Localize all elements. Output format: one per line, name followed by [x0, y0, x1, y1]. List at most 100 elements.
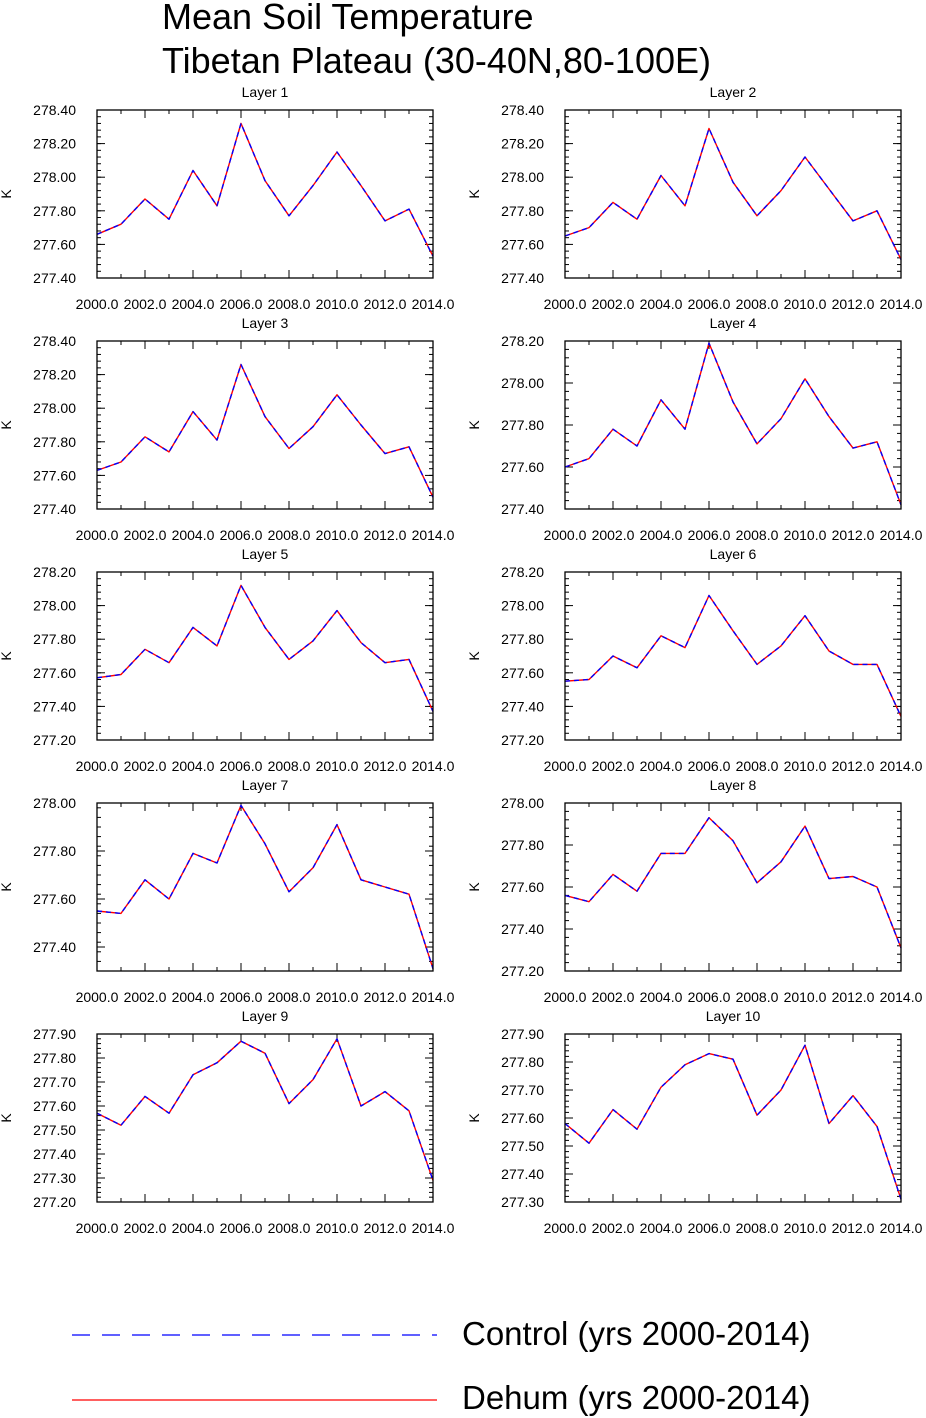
panel-layer-4: Layer 4 K 2000.0 2002.0 2004.0 2006.0 2008.0 20…: [466, 315, 923, 543]
y-tick-label: 278.00: [501, 375, 544, 391]
x-tick-label: 2014.0: [412, 989, 455, 1005]
plot-frame: [564, 109, 902, 279]
y-tick-label: 277.80: [501, 631, 544, 647]
x-tick-label: 2014.0: [412, 296, 455, 312]
x-tick-label: 2014.0: [412, 758, 455, 774]
panel-layer-8: Layer 8 K 2000.0 2002.0 2004.0 2006.0 2008.0 20…: [466, 777, 923, 1005]
x-tick-label: 2000.0: [544, 758, 587, 774]
y-tick-label: 277.40: [501, 1166, 544, 1182]
x-tick-label: 2006.0: [688, 296, 731, 312]
x-tick-label: 2010.0: [316, 1220, 359, 1236]
panel-layer-7: Layer 7 K 2000.0 2002.0 2004.0 2006.0 2008.0 20…: [0, 777, 455, 1005]
y-tick-label: 277.80: [501, 837, 544, 853]
y-tick-label: 277.80: [33, 1050, 76, 1066]
x-tick-label: 2004.0: [172, 527, 215, 543]
y-axis-label: K: [0, 1113, 14, 1123]
x-tick-label: 2008.0: [268, 527, 311, 543]
series-line-dehum: [564, 1044, 902, 1200]
y-tick-label: 277.60: [501, 879, 544, 895]
panel-title: Layer 9: [242, 1008, 289, 1024]
y-tick-label: 277.20: [33, 1194, 76, 1210]
plot-frame: [564, 802, 902, 972]
y-tick-label: 277.40: [33, 1146, 76, 1162]
plot-frame: [564, 1033, 902, 1203]
y-tick-label: 278.40: [501, 102, 544, 118]
x-tick-label: 2014.0: [412, 1220, 455, 1236]
x-tick-label: 2012.0: [364, 527, 407, 543]
x-tick-label: 2006.0: [220, 758, 263, 774]
series-line-dehum: [96, 584, 434, 712]
plot-frame: [564, 571, 902, 741]
series-line-control: [564, 1044, 902, 1200]
panel-layer-5: Layer 5 K 2000.0 2002.0 2004.0 2006.0 2008.0 20…: [0, 546, 455, 774]
y-tick-label: 277.80: [501, 1054, 544, 1070]
y-tick-label: 277.80: [501, 203, 544, 219]
y-tick-label: 278.00: [501, 169, 544, 185]
y-tick-label: 277.80: [33, 434, 76, 450]
y-tick-label: 277.40: [501, 698, 544, 714]
y-tick-label: 277.50: [501, 1138, 544, 1154]
series-line-control: [564, 594, 902, 717]
y-tick-label: 277.40: [501, 270, 544, 286]
panel-title: Layer 7: [242, 777, 289, 793]
x-tick-label: 2000.0: [76, 527, 119, 543]
x-tick-label: 2002.0: [124, 1220, 167, 1236]
y-tick-label: 277.40: [33, 698, 76, 714]
x-tick-label: 2008.0: [268, 989, 311, 1005]
x-tick-label: 2010.0: [784, 989, 827, 1005]
x-tick-label: 2008.0: [736, 758, 779, 774]
x-tick-label: 2014.0: [880, 527, 923, 543]
x-tick-label: 2004.0: [172, 758, 215, 774]
x-tick-label: 2010.0: [784, 296, 827, 312]
y-axis-label: K: [466, 1113, 482, 1123]
legend-label-control: Control (yrs 2000-2014): [462, 1315, 811, 1352]
series-line-control: [96, 363, 434, 498]
plot-frame: [564, 340, 902, 510]
x-tick-label: 2014.0: [880, 989, 923, 1005]
y-tick-label: 278.20: [33, 136, 76, 152]
plot-frame: [96, 802, 434, 972]
y-axis-label: K: [0, 420, 14, 430]
x-tick-label: 2002.0: [124, 296, 167, 312]
y-tick-label: 277.60: [33, 236, 76, 252]
panel-grid: Layer 1 K 2000.0 2002.0 2004.0 2006.0 2008.0 20…: [0, 84, 923, 1236]
x-tick-label: 2000.0: [544, 1220, 587, 1236]
y-tick-label: 277.60: [33, 467, 76, 483]
x-tick-label: 2010.0: [784, 527, 827, 543]
x-tick-label: 2000.0: [544, 296, 587, 312]
panel-layer-6: Layer 6 K 2000.0 2002.0 2004.0 2006.0 2008.0 20…: [466, 546, 923, 774]
y-tick-label: 277.80: [33, 203, 76, 219]
x-tick-label: 2012.0: [364, 758, 407, 774]
x-tick-label: 2004.0: [640, 296, 683, 312]
x-tick-label: 2000.0: [76, 758, 119, 774]
x-tick-label: 2012.0: [832, 296, 875, 312]
x-tick-label: 2002.0: [124, 527, 167, 543]
x-tick-label: 2000.0: [76, 1220, 119, 1236]
x-tick-label: 2012.0: [832, 1220, 875, 1236]
y-tick-label: 277.70: [501, 1082, 544, 1098]
y-axis-label: K: [466, 651, 482, 661]
y-tick-label: 278.00: [33, 598, 76, 614]
x-tick-label: 2000.0: [76, 989, 119, 1005]
x-tick-label: 2006.0: [220, 296, 263, 312]
panel-layer-3: Layer 3 K 2000.0 2002.0 2004.0 2006.0 2008.0 20…: [0, 315, 455, 543]
y-tick-label: 277.40: [33, 270, 76, 286]
y-tick-label: 277.50: [33, 1122, 76, 1138]
x-tick-label: 2014.0: [880, 296, 923, 312]
x-tick-label: 2004.0: [640, 527, 683, 543]
x-tick-label: 2002.0: [592, 527, 635, 543]
x-tick-label: 2010.0: [784, 758, 827, 774]
x-tick-label: 2014.0: [412, 527, 455, 543]
y-axis-label: K: [466, 189, 482, 199]
y-tick-label: 277.90: [33, 1026, 76, 1042]
x-tick-label: 2008.0: [736, 989, 779, 1005]
y-tick-label: 277.20: [501, 963, 544, 979]
y-tick-label: 278.20: [501, 136, 544, 152]
x-tick-label: 2004.0: [640, 989, 683, 1005]
plot-frame: [96, 109, 434, 279]
y-tick-label: 277.30: [33, 1170, 76, 1186]
x-tick-label: 2014.0: [880, 1220, 923, 1236]
y-tick-label: 277.80: [33, 843, 76, 859]
x-tick-label: 2012.0: [364, 1220, 407, 1236]
series-line-control: [564, 127, 902, 260]
